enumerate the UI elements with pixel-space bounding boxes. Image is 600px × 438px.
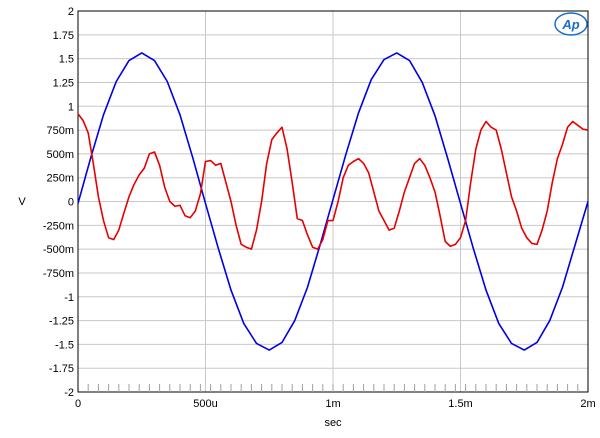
y-tick-labels: 2 1.75 1.5 1.25 1 750m 500m 250m 0 -250m -500m -750…	[43, 6, 74, 399]
x-tick-labels: 0 500u 1m 1.5m 2m	[75, 398, 596, 410]
series-line-1	[77, 113, 589, 250]
x-tick-label: 2m	[580, 398, 595, 410]
y-tick-label: 0	[68, 197, 74, 209]
x-tick-label: 0	[75, 398, 81, 410]
y-tick-label: 2	[68, 6, 74, 18]
y-tick-label: -1	[64, 292, 74, 304]
y-axis-label: V	[18, 196, 26, 208]
y-tick-label: -2	[64, 387, 74, 399]
y-tick-label: -1.25	[49, 316, 74, 328]
series-group	[77, 52, 589, 351]
series-line-0	[77, 52, 589, 351]
y-tick-label: 250m	[46, 173, 74, 185]
ap-logo-text: Ap	[561, 17, 579, 32]
y-tick-label: 1.5	[59, 54, 74, 66]
y-tick-label: 500m	[46, 149, 74, 161]
y-tick-label: -1.5	[55, 339, 74, 351]
y-tick-label: 1	[68, 101, 74, 113]
y-tick-label: -1.75	[49, 363, 74, 375]
x-axis-label: sec	[324, 417, 342, 429]
x-minor-ticks	[87, 384, 579, 392]
y-tick-label: 750m	[46, 125, 74, 137]
x-tick-label: 1.5m	[448, 398, 472, 410]
y-tick-label: -500m	[43, 244, 74, 256]
y-tick-label: 1.75	[53, 30, 74, 42]
x-tick-label: 500u	[193, 398, 217, 410]
y-tick-label: -250m	[43, 220, 74, 232]
ap-logo-icon: Ap	[554, 12, 588, 36]
y-tick-label: -750m	[43, 268, 74, 280]
x-tick-label: 1m	[325, 398, 340, 410]
y-tick-label: 1.25	[53, 77, 74, 89]
